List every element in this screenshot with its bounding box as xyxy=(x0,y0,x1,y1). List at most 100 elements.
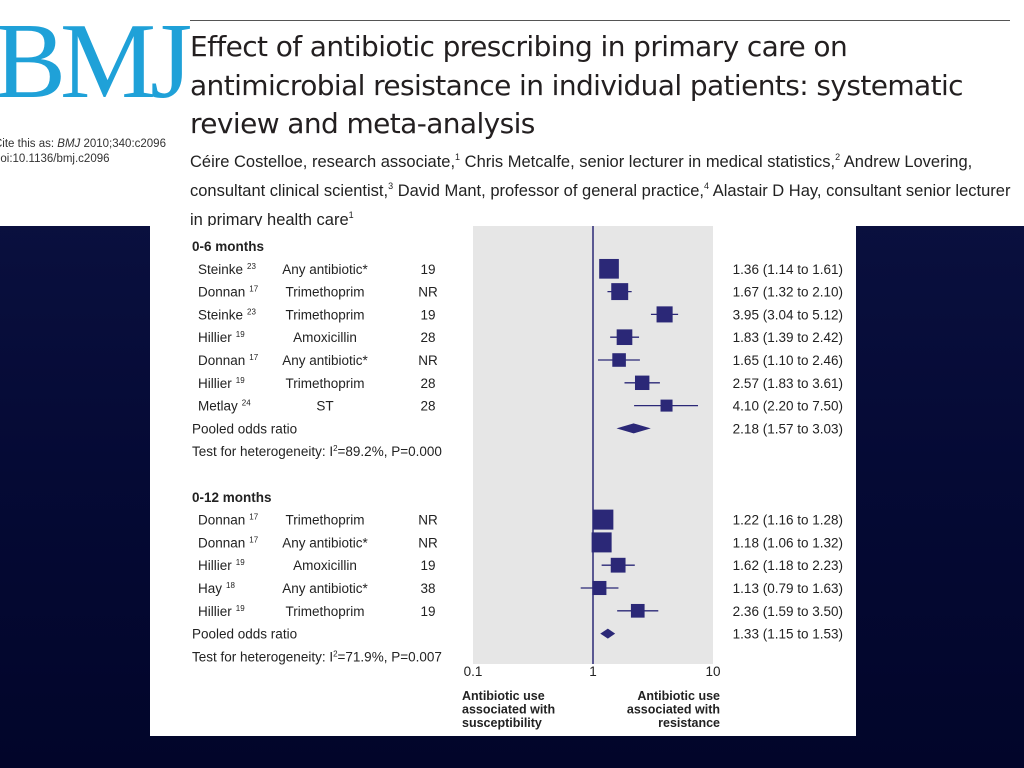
header-divider xyxy=(190,20,1010,21)
point-estimate-marker xyxy=(593,509,614,530)
title-line: review and meta-analysis xyxy=(190,107,535,140)
study-author: Steinke 23 xyxy=(198,307,256,322)
odds-ratio-ci: 1.22 (1.16 to 1.28) xyxy=(733,513,843,528)
article-header: BMJ Cite this as: BMJ 2010;340:c2096 doi… xyxy=(0,0,1024,229)
bmj-logo: BMJ xyxy=(0,2,192,121)
affiliation-ref: 4 xyxy=(704,181,710,191)
study-drug: Trimethoprim xyxy=(285,376,364,391)
study-drug: Any antibiotic* xyxy=(282,262,368,277)
pooled-odds-ratio-ci: 2.18 (1.57 to 3.03) xyxy=(733,421,843,436)
odds-ratio-ci: 1.83 (1.39 to 2.42) xyxy=(733,330,843,345)
study-drug: Any antibiotic* xyxy=(282,535,368,550)
point-estimate-marker xyxy=(612,353,626,367)
study-n: NR xyxy=(418,535,438,550)
point-estimate-marker xyxy=(610,557,626,573)
study-reference: 17 xyxy=(249,535,258,544)
affiliation-ref: 1 xyxy=(455,152,461,162)
odds-ratio-ci: 1.62 (1.18 to 2.23) xyxy=(733,558,843,573)
cite-ref: 2010;340:c2096 xyxy=(80,138,166,150)
forest-plot: 0-6 months Steinke 23 Any antibiotic* 19 1.36… xyxy=(192,226,843,730)
study-drug: Trimethoprim xyxy=(285,604,364,619)
pooled-odds-ratio-ci: 1.33 (1.15 to 1.53) xyxy=(733,627,843,642)
author: Céire Costelloe, research associate, xyxy=(190,153,456,171)
affiliation-ref: 2 xyxy=(835,152,841,162)
x-tick-label: 0.1 xyxy=(464,664,483,679)
x-left-label: associated with xyxy=(462,703,555,717)
point-estimate-marker xyxy=(634,375,650,391)
study-reference: 23 xyxy=(247,307,256,316)
point-estimate-marker xyxy=(616,329,633,346)
study-drug: Trimethoprim xyxy=(285,285,364,300)
pooled-diamond xyxy=(616,423,651,434)
odds-ratio-ci: 1.65 (1.10 to 2.46) xyxy=(733,353,843,368)
author: Alastair D Hay, consultant senior lectur… xyxy=(190,182,1011,229)
title-line: antimicrobial resistance in individual p… xyxy=(190,68,964,102)
study-reference: 19 xyxy=(236,558,245,567)
study-n: 19 xyxy=(420,558,435,573)
study-author: Donnan 17 xyxy=(198,285,259,300)
study-drug: Trimethoprim xyxy=(285,307,364,322)
study-reference: 23 xyxy=(247,262,256,271)
heterogeneity-test: Test for heterogeneity: I2=89.2%, P=0.00… xyxy=(192,444,442,459)
heterogeneity-test: Test for heterogeneity: I2=71.9%, P=0.00… xyxy=(192,649,442,664)
study-author: Metlay 24 xyxy=(198,399,251,414)
study-n: 19 xyxy=(420,262,435,277)
study-drug: Any antibiotic* xyxy=(282,581,368,596)
x-tick-label: 1 xyxy=(589,664,597,679)
study-n: NR xyxy=(418,353,438,368)
study-drug: Amoxicillin xyxy=(293,330,357,345)
x-left-label: Antibiotic use xyxy=(462,689,545,703)
cite-prefix: Cite this as: xyxy=(0,138,58,150)
study-author: Hay 18 xyxy=(198,581,235,596)
study-n: 28 xyxy=(420,399,435,414)
odds-ratio-ci: 2.57 (1.83 to 3.61) xyxy=(733,376,843,391)
author: Chris Metcalfe, senior lecturer in medic… xyxy=(460,153,836,171)
citation-line: Cite this as: BMJ 2010;340:c2096 xyxy=(0,137,166,152)
study-n: 38 xyxy=(420,581,435,596)
study-author: Steinke 23 xyxy=(198,262,256,277)
study-author: Hillier 19 xyxy=(198,604,245,619)
study-reference: 17 xyxy=(249,353,258,362)
cite-journal: BMJ xyxy=(57,138,81,150)
study-reference: 19 xyxy=(236,604,245,613)
group-heading: 0-12 months xyxy=(192,490,272,505)
x-right-label: Antibiotic use xyxy=(637,689,720,703)
study-reference: 24 xyxy=(242,399,251,408)
point-estimate-marker xyxy=(660,399,673,412)
study-author: Hillier 19 xyxy=(198,376,245,391)
heterogeneity-values: =89.2%, P=0.000 xyxy=(338,444,442,459)
x-right-label: resistance xyxy=(658,716,720,730)
odds-ratio-ci: 1.36 (1.14 to 1.61) xyxy=(733,262,843,277)
study-n: NR xyxy=(418,513,438,528)
study-reference: 18 xyxy=(226,581,235,590)
odds-ratio-ci: 4.10 (2.20 to 7.50) xyxy=(733,399,843,414)
study-n: 19 xyxy=(420,307,435,322)
affiliation-ref: 3 xyxy=(388,181,394,191)
study-reference: 19 xyxy=(236,330,245,339)
i-squared-sup: 2 xyxy=(333,649,338,658)
affiliation-ref: 1 xyxy=(348,210,354,220)
study-reference: 17 xyxy=(249,513,258,522)
pooled-label: Pooled odds ratio xyxy=(192,421,297,436)
heterogeneity-values: =71.9%, P=0.007 xyxy=(338,649,442,664)
point-estimate-marker xyxy=(656,306,673,323)
doi-line: doi:10.1136/bmj.c2096 xyxy=(0,153,110,165)
study-drug: Any antibiotic* xyxy=(282,353,368,368)
group-heading: 0-6 months xyxy=(192,239,264,254)
odds-ratio-ci: 1.18 (1.06 to 1.32) xyxy=(733,535,843,550)
odds-ratio-ci: 1.13 (0.79 to 1.63) xyxy=(733,581,843,596)
odds-ratio-ci: 2.36 (1.59 to 3.50) xyxy=(733,604,843,619)
i-squared-sup: 2 xyxy=(333,444,338,453)
study-n: 28 xyxy=(420,376,435,391)
x-tick-label: 10 xyxy=(705,664,720,679)
study-n: 19 xyxy=(420,604,435,619)
pooled-label: Pooled odds ratio xyxy=(192,627,297,642)
forest-plot-panel: 0-6 months Steinke 23 Any antibiotic* 19 1.36… xyxy=(150,226,856,736)
study-author: Hillier 19 xyxy=(198,558,245,573)
x-left-label: susceptibility xyxy=(462,716,542,730)
study-drug: ST xyxy=(316,399,333,414)
study-author: Donnan 17 xyxy=(198,535,259,550)
point-estimate-marker xyxy=(592,580,607,596)
odds-ratio-ci: 1.67 (1.32 to 2.10) xyxy=(733,285,843,300)
study-drug: Amoxicillin xyxy=(293,558,357,573)
